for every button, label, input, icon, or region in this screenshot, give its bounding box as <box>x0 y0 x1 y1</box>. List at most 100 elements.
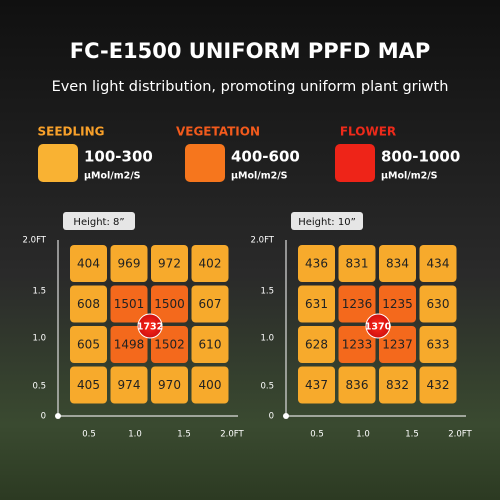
cell <box>419 326 457 363</box>
cell-value: 610 <box>199 338 222 352</box>
cell-value: 1498 <box>114 338 145 352</box>
y-tick-label: 2.0FT <box>23 236 47 246</box>
center-value: 1732 <box>137 322 163 333</box>
cell <box>70 326 107 363</box>
cell <box>151 326 188 363</box>
cell-value: 1500 <box>154 297 185 311</box>
y-tick-label: 1.5 <box>260 287 274 297</box>
y-tick-label: 1.0 <box>260 334 274 344</box>
cell-value: 405 <box>77 378 100 392</box>
cell-value: 630 <box>427 297 450 311</box>
cell <box>110 326 148 363</box>
legend-range: 100-300 <box>84 148 153 166</box>
cell <box>379 285 416 323</box>
x-tick-label: 0.5 <box>310 430 324 440</box>
center-badge <box>137 313 163 339</box>
cell <box>379 326 416 363</box>
subtitle: Even light distribution, promoting unifo… <box>52 79 449 95</box>
cell-value: 834 <box>386 257 409 271</box>
cell <box>419 285 457 323</box>
cell <box>379 366 416 404</box>
cell <box>338 245 376 282</box>
y-tick-label: 1.0 <box>32 334 46 344</box>
height-label: Height: 8” <box>73 217 124 228</box>
origin-dot <box>283 413 289 419</box>
legend-unit: μMol/m2/S <box>381 171 438 182</box>
legend-swatch <box>335 144 375 182</box>
cell-value: 628 <box>305 338 328 352</box>
cell <box>151 366 188 404</box>
height-tag <box>63 212 135 230</box>
center-badge <box>365 313 391 339</box>
cell <box>379 245 416 282</box>
x-tick-label: 0.5 <box>82 430 96 440</box>
cell <box>110 245 148 282</box>
y-tick-label: 0.5 <box>32 382 46 392</box>
legend-swatch <box>185 144 225 182</box>
cell-value: 836 <box>346 378 369 392</box>
legend-name: FLOWER <box>340 125 396 139</box>
y-tick-label: 0 <box>269 412 274 422</box>
height-tag <box>291 212 363 230</box>
cell-value: 404 <box>77 257 100 271</box>
cell <box>298 245 335 282</box>
y-tick-label: 0 <box>41 412 46 422</box>
cell-value: 969 <box>118 257 141 271</box>
cell-value: 432 <box>427 378 450 392</box>
cell-value: 1235 <box>382 297 413 311</box>
cell-value: 400 <box>199 378 222 392</box>
cell <box>110 366 148 404</box>
cell-value: 1501 <box>114 297 145 311</box>
x-tick-label: 2.0FT <box>220 430 244 440</box>
legend-range: 400-600 <box>231 148 300 166</box>
cell <box>338 326 376 363</box>
cell <box>419 245 457 282</box>
cell-value: 402 <box>199 257 222 271</box>
cell <box>70 285 107 323</box>
x-tick-label: 2.0FT <box>448 430 472 440</box>
cell-value: 436 <box>305 257 328 271</box>
cell-value: 1236 <box>342 297 373 311</box>
height-label: Height: 10” <box>298 217 356 228</box>
cell-value: 972 <box>158 257 181 271</box>
cell <box>70 366 107 404</box>
cell-value: 832 <box>386 378 409 392</box>
x-tick-label: 1.0 <box>356 430 370 440</box>
cell <box>191 326 229 363</box>
legend-unit: μMol/m2/S <box>84 171 141 182</box>
cell <box>338 285 376 323</box>
cell-value: 437 <box>305 378 328 392</box>
legend-swatch <box>38 144 78 182</box>
cell <box>151 245 188 282</box>
cell <box>110 285 148 323</box>
legend-name: SEEDLING <box>37 125 104 139</box>
cell <box>191 366 229 404</box>
legend-unit: μMol/m2/S <box>231 171 288 182</box>
center-value: 1370 <box>365 322 392 333</box>
cell-value: 608 <box>77 297 100 311</box>
cell-value: 607 <box>199 297 222 311</box>
cell-value: 605 <box>77 338 100 352</box>
cell-value: 831 <box>346 257 369 271</box>
cell <box>70 245 107 282</box>
cell <box>338 366 376 404</box>
legend-range: 800-1000 <box>381 148 460 166</box>
origin-dot <box>55 413 61 419</box>
y-tick-label: 1.5 <box>32 287 46 297</box>
x-tick-label: 1.5 <box>177 430 191 440</box>
cell-value: 434 <box>427 257 450 271</box>
cell <box>191 285 229 323</box>
cell <box>298 326 335 363</box>
cell <box>419 366 457 404</box>
x-tick-label: 1.0 <box>128 430 142 440</box>
cell-value: 631 <box>305 297 328 311</box>
cell <box>298 366 335 404</box>
cell-value: 1233 <box>342 338 373 352</box>
cell-value: 970 <box>158 378 181 392</box>
cell <box>191 245 229 282</box>
cell-value: 633 <box>427 338 450 352</box>
cell-value: 1237 <box>382 338 413 352</box>
cell-value: 1502 <box>154 338 185 352</box>
y-tick-label: 0.5 <box>260 382 274 392</box>
cell <box>298 285 335 323</box>
